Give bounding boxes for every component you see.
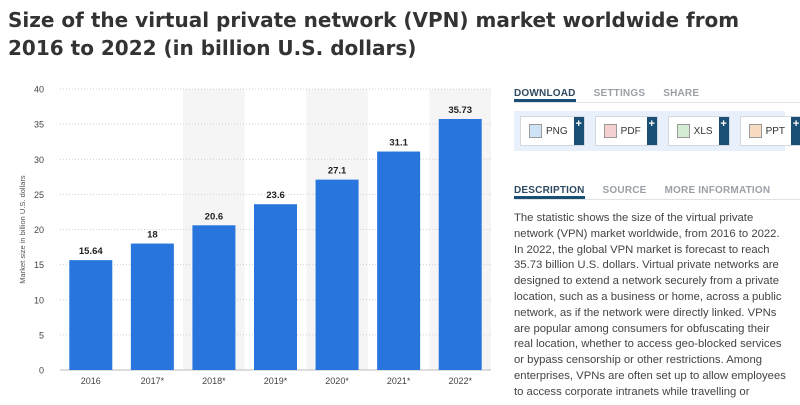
chart-title: Size of the virtual private network (VPN… <box>8 8 740 60</box>
x-tick-label: 2020* <box>325 376 349 386</box>
x-tick-label: 2022* <box>448 376 472 386</box>
bar <box>254 204 297 370</box>
y-tick-label: 5 <box>39 330 44 340</box>
y-tick-label: 25 <box>34 190 44 200</box>
xls-label: XLS <box>693 125 713 137</box>
bar <box>69 260 113 370</box>
bar <box>377 151 421 370</box>
y-tick-label: 10 <box>34 295 44 305</box>
y-tick-label: 15 <box>34 260 44 270</box>
data-label: 18 <box>147 230 158 241</box>
download-buttons: PNG + PDF + XLS + PPT + <box>514 111 800 151</box>
x-tick-label: 2021* <box>387 376 411 386</box>
y-tick-label: 35 <box>34 120 44 130</box>
tab-download[interactable]: DOWNLOAD <box>514 78 576 102</box>
data-label: 15.64 <box>79 246 103 257</box>
png-download-button[interactable]: PNG + <box>520 116 585 146</box>
plus-icon: + <box>791 117 800 145</box>
ppt-label: PPT <box>765 125 786 137</box>
bar-chart: 0 5 10 15 20 25 30 35 40 Market size in billion U… <box>18 85 491 386</box>
y-tick-label: 40 <box>34 85 44 95</box>
y-tick-label: 20 <box>34 225 44 235</box>
x-tick-label: 2017* <box>141 376 165 386</box>
data-label: 23.6 <box>266 190 285 201</box>
png-file-icon <box>529 124 542 138</box>
side-panel: DOWNLOAD SETTINGS SHARE PNG + PDF + XLS … <box>514 78 800 401</box>
data-label: 27.1 <box>328 166 347 177</box>
pdf-download-button[interactable]: PDF + <box>594 116 658 146</box>
xls-download-button[interactable]: XLS + <box>667 116 730 146</box>
data-label: 20.6 <box>205 211 224 222</box>
data-label: 31.1 <box>389 138 408 149</box>
chart-area: 0 5 10 15 20 25 30 35 40 Market size in billion U… <box>8 76 491 405</box>
plus-icon: + <box>573 117 584 145</box>
tab-settings[interactable]: SETTINGS <box>593 88 646 99</box>
tab-share[interactable]: SHARE <box>663 88 700 99</box>
bar <box>438 118 482 370</box>
info-tabs: DESCRIPTION SOURCE MORE INFORMATION <box>514 175 800 200</box>
x-tick-label: 2018* <box>202 376 226 386</box>
bar <box>130 243 174 370</box>
y-tick-label: 0 <box>39 366 44 376</box>
tab-source[interactable]: SOURCE <box>602 185 647 196</box>
bar <box>192 225 236 370</box>
y-tick-label: 30 <box>34 155 44 165</box>
tab-more-information[interactable]: MORE INFORMATION <box>664 185 771 196</box>
xls-file-icon <box>676 124 690 138</box>
plus-icon: + <box>646 117 657 145</box>
bar <box>315 179 359 370</box>
description-text: The statistic shows the size of the virt… <box>514 212 786 398</box>
x-tick-label: 2019* <box>264 376 288 386</box>
pdf-file-icon <box>603 124 617 138</box>
ppt-download-button[interactable]: PPT + <box>739 116 800 146</box>
data-label: 35.73 <box>448 105 472 116</box>
png-label: PNG <box>546 125 568 137</box>
y-axis-label: Market size in billion U.S. dollars <box>18 175 27 284</box>
tab-description[interactable]: DESCRIPTION <box>514 175 585 199</box>
x-tick-label: 2016 <box>81 376 101 386</box>
download-tabs: DOWNLOAD SETTINGS SHARE <box>514 78 800 103</box>
ppt-file-icon <box>748 124 762 138</box>
pdf-label: PDF <box>620 125 641 137</box>
plus-icon: + <box>718 117 729 145</box>
